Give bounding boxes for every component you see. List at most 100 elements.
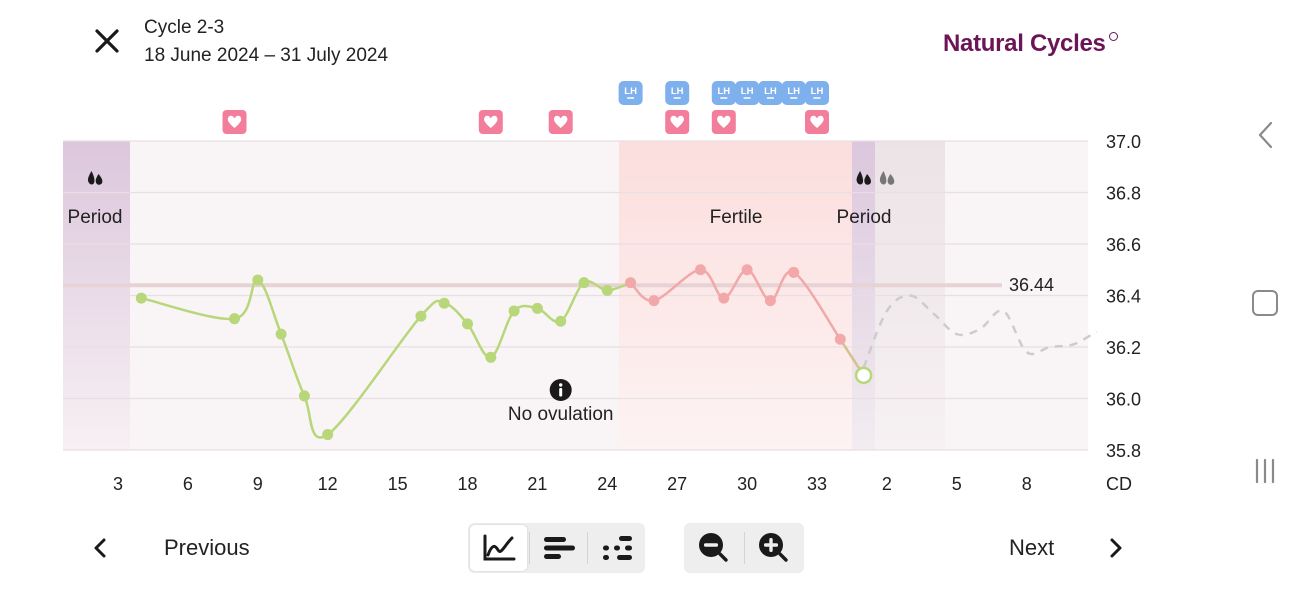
temperature-point	[275, 328, 287, 340]
band-label: Fertile	[710, 207, 763, 228]
predicted-temperature-line	[862, 294, 1098, 369]
drop-shape	[887, 174, 895, 185]
temperature-point	[438, 297, 450, 309]
x-tick-label: 30	[737, 474, 757, 494]
x-axis-unit-label: CD	[1106, 474, 1132, 494]
system-back-button[interactable]	[1254, 120, 1278, 155]
zoom-out-icon	[698, 533, 728, 562]
curve-view-button[interactable]	[470, 525, 527, 571]
y-tick-label: 36.8	[1106, 184, 1141, 204]
close-button[interactable]	[90, 24, 124, 58]
lh-badge	[805, 81, 829, 105]
temperature-point	[764, 295, 776, 307]
temperature-point	[415, 310, 427, 322]
lh-badge-label: LH	[764, 86, 777, 97]
bars-view-button[interactable]	[530, 523, 587, 573]
dots-view-button[interactable]	[588, 523, 645, 573]
temperature-point-unconfirmed	[854, 366, 873, 385]
band-label: Period	[68, 207, 123, 228]
info-stem	[559, 388, 563, 397]
recents-icon	[1255, 458, 1275, 484]
period-drop-icon	[87, 171, 103, 185]
lh-test-icon: LH	[665, 81, 690, 105]
drop-shape	[856, 171, 864, 185]
chevron-left-icon	[94, 538, 106, 558]
lh-badge-label: LH	[787, 86, 800, 97]
next-button[interactable]: Next	[1009, 528, 1128, 568]
temperature-point	[578, 277, 590, 289]
x-tick-label: 8	[1022, 474, 1032, 494]
temperature-point	[718, 292, 730, 304]
lh-badge	[735, 81, 760, 105]
segment-divider	[743, 532, 745, 564]
lh-test-icon: LH	[711, 81, 736, 105]
temperature-point	[601, 284, 613, 296]
lh-test-icon: LH	[781, 81, 806, 105]
x-tick-label: 9	[253, 474, 263, 494]
temperature-point	[485, 351, 497, 363]
y-tick-label: 35.8	[1106, 441, 1141, 461]
x-tick-label: 6	[183, 474, 193, 494]
lh-badge	[758, 81, 783, 105]
lh-test-icon: LH	[618, 81, 643, 105]
intercourse-heart-icon	[548, 110, 573, 134]
bottom-toolbar: Previous	[0, 520, 1300, 580]
band-label: Period	[837, 207, 892, 228]
temperature-point	[462, 318, 473, 330]
intercourse-heart-icon	[222, 110, 247, 134]
system-recents-button[interactable]	[1253, 458, 1277, 489]
brand-name: Natural Cycles	[943, 30, 1106, 57]
intercourse-heart-icon	[711, 110, 736, 134]
x-tick-label: 18	[457, 474, 477, 494]
temperature-point	[298, 390, 310, 402]
zoom-controls	[684, 523, 804, 573]
temperature-point	[229, 313, 240, 325]
back-icon	[1258, 121, 1273, 149]
lh-badge	[618, 81, 643, 105]
temperature-point	[135, 292, 147, 304]
zoom-in-button[interactable]	[745, 523, 805, 573]
home-icon[interactable]	[1252, 290, 1278, 316]
temperature-point	[648, 295, 660, 307]
temperature-chart[interactable]: 36.44 37.0 36.8 36.6 36.4 36.2 36.0 35.8 3 6 9 12 15…	[0, 0, 1300, 505]
temperature-point	[555, 315, 567, 327]
x-tick-label: 2	[882, 474, 892, 494]
drop-shape	[879, 171, 887, 185]
lh-test-icon: LH	[805, 81, 829, 105]
lh-test-icon: LH	[758, 81, 783, 105]
y-tick-label: 36.0	[1106, 390, 1141, 410]
drop-shape	[95, 174, 103, 185]
x-tick-label: 5	[952, 474, 962, 494]
previous-label: Previous	[164, 535, 250, 560]
x-tick-label: 21	[527, 474, 547, 494]
temperature-point	[695, 264, 706, 276]
previous-button[interactable]: Previous	[88, 528, 250, 568]
predicted-period-drop-icon	[879, 171, 895, 185]
next-label: Next	[1009, 535, 1055, 560]
no-ovulation-label: No ovulation	[508, 404, 614, 425]
cycle-header: Cycle 2-3 18 June 2024 – 31 July 2024	[144, 16, 388, 69]
drop-shape	[87, 171, 95, 185]
heart-shape	[554, 115, 568, 128]
x-tick-label: 15	[388, 474, 408, 494]
temperature-point	[625, 277, 637, 289]
lh-badge-label: LH	[671, 86, 684, 97]
segment-divider	[587, 532, 588, 564]
zoom-out-button[interactable]	[684, 523, 744, 573]
y-tick-label: 36.2	[1106, 338, 1141, 358]
intercourse-heart-icon	[478, 110, 503, 134]
lh-badge-label: LH	[717, 86, 730, 97]
dots-view-icon	[602, 536, 632, 560]
temperature-point	[531, 302, 543, 314]
x-tick-label: 27	[667, 474, 687, 494]
zoom-in-icon	[759, 533, 788, 562]
heart-shape	[717, 115, 731, 128]
info-icon	[549, 379, 572, 401]
temperature-point	[834, 333, 846, 345]
bars-view-icon	[543, 537, 575, 559]
lh-badge	[665, 81, 690, 105]
lh-badge	[781, 81, 806, 105]
heart-shape	[810, 115, 824, 128]
cover-line-label: 36.44	[1009, 275, 1054, 295]
lh-badge-label: LH	[624, 86, 637, 97]
